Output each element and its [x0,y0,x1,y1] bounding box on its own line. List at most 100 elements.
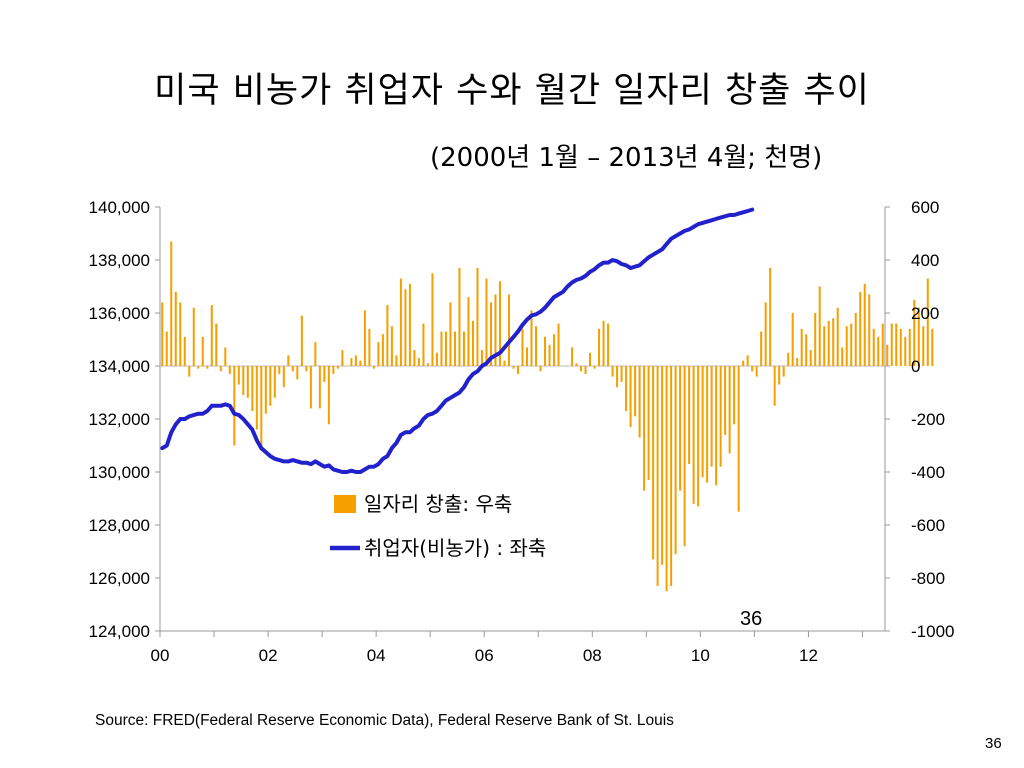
bar [535,326,538,366]
bar [710,366,713,467]
x-tick-label: 02 [259,646,278,665]
bar [539,366,542,372]
bar [746,355,749,366]
bar [444,331,447,366]
bar [408,283,411,366]
bar [625,366,628,412]
bar [836,307,839,366]
bar [233,366,236,446]
x-tick-label: 12 [799,646,818,665]
bar [395,355,398,366]
bar [850,323,853,366]
bar [318,366,321,409]
bar [255,366,258,430]
bar [737,366,740,512]
bar [692,366,695,504]
bar [210,305,213,366]
bar [764,302,767,366]
bar [665,366,668,592]
bar [476,267,479,366]
bar [544,336,547,366]
bar [489,302,492,366]
source-note: Source: FRED(Federal Reserve Economic Da… [95,712,674,729]
bar [426,363,429,366]
left-tick-label: 134,000 [89,357,150,376]
bar [282,366,285,388]
left-tick-label: 136,000 [89,304,150,323]
bar [769,267,772,366]
bar [868,294,871,366]
bar [309,366,312,409]
bar [854,313,857,366]
bar [575,363,578,366]
bar [674,366,677,555]
left-tick-label: 128,000 [89,516,150,535]
bar [557,323,560,366]
bar [841,347,844,366]
bar [224,347,227,366]
bar [462,331,465,366]
bar [314,342,317,366]
bar [773,366,776,406]
bar [791,313,794,366]
bar [733,366,736,425]
bar [174,291,177,366]
bar [512,366,515,369]
bar [503,360,506,366]
x-tick-label: 00 [151,646,170,665]
bar [607,323,610,366]
bar [571,347,574,366]
tick-labels-layer: 124,000 126,000 128,000 130,000 132,000 134,0… [89,198,955,665]
bar [899,328,902,366]
bar [652,366,655,560]
bar [832,318,835,366]
bar [467,297,470,366]
left-tick-label: 132,000 [89,410,150,429]
bar [827,320,830,366]
right-tick-label: -400 [911,463,945,482]
bar [458,267,461,366]
bar [323,366,326,382]
right-tick-label: -200 [911,410,945,429]
bar [269,366,272,406]
bar [800,328,803,366]
chart: 124,000 126,000 128,000 130,000 132,000 134,0… [89,198,955,665]
bar [287,355,290,366]
bar [809,350,812,366]
bar [719,366,722,467]
bar [332,366,335,374]
bar [219,366,222,372]
bar [917,307,920,366]
bar [273,366,276,398]
bar [485,278,488,366]
bar [368,328,371,366]
bar [417,358,420,366]
bar [521,328,524,366]
bar [931,328,934,366]
bar [188,366,191,377]
bar [516,366,520,374]
bar [728,366,731,454]
bar [449,302,452,366]
bar [859,291,862,366]
bar [755,366,758,377]
legend-swatch-bar [334,495,356,513]
bar [661,366,664,565]
bar [895,323,898,366]
bar [372,366,375,369]
left-tick-label: 138,000 [89,251,150,270]
bar [805,334,808,366]
bar [422,323,425,366]
left-tick-label: 130,000 [89,463,150,482]
bar [251,366,254,412]
bar [390,326,393,366]
bar [192,307,195,366]
bar [264,366,267,414]
bar [471,320,474,366]
bar [584,366,587,374]
bar [553,334,556,366]
bar [598,328,601,366]
left-tick-label: 124,000 [89,622,150,641]
bar [242,366,245,396]
bar [480,350,483,366]
